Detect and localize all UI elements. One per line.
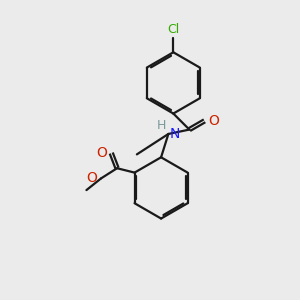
Text: Cl: Cl bbox=[167, 23, 179, 36]
Text: O: O bbox=[208, 114, 219, 128]
Text: H: H bbox=[157, 118, 166, 132]
Text: O: O bbox=[96, 146, 107, 160]
Text: N: N bbox=[169, 127, 180, 141]
Text: O: O bbox=[87, 171, 98, 185]
